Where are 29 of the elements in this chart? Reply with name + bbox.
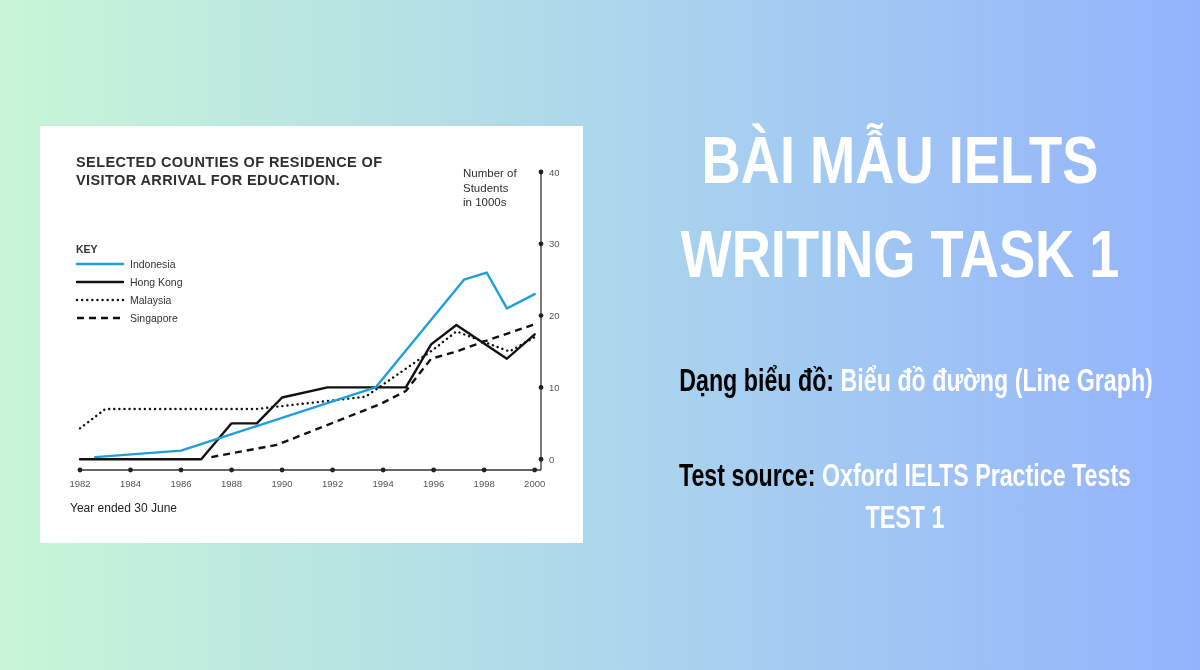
x-tick-label: 1982 [69, 478, 91, 489]
text: Biểu đồ đường (Line Graph) [834, 362, 1153, 398]
x-tick-label: 1986 [170, 478, 192, 489]
x-axis-title: Year ended 30 June [70, 501, 178, 515]
x-tick-label: 1998 [473, 478, 495, 489]
legend-title: KEY [76, 243, 98, 255]
x-tick-label: 1992 [322, 478, 344, 489]
x-tick-label: 1994 [372, 478, 394, 489]
y-tick-label: 40 [549, 166, 560, 178]
legend-label: Hong Kong [130, 275, 183, 288]
x-tick-label: 1984 [119, 478, 142, 489]
legend-label: Indonesia [130, 257, 176, 270]
y-tick-label: 10 [549, 381, 560, 393]
x-tick-label: 1996 [423, 478, 445, 489]
legend-label: Malaysia [130, 293, 172, 306]
y-tick-label: 20 [549, 310, 560, 322]
x-tick-label: 1990 [271, 478, 293, 489]
legend-label: Singapore [130, 311, 179, 324]
line-series [93, 271, 536, 459]
x-tick-label: 1988 [220, 478, 243, 489]
chart-title: SELECTED COUNTIES OF RESIDENCE OF VISITOR ARRIVAL FOR EDUCATION. [76, 154, 383, 188]
y-tick-label: 30 [549, 238, 560, 250]
y-axis-title: Number of Students in 1000s [463, 167, 518, 208]
text: Dạng biểu đồ: [679, 362, 835, 398]
x-tick-label: 2000 [524, 478, 546, 489]
text: Test source: [678, 457, 816, 493]
y-tick-label: 0 [549, 453, 555, 465]
text: Oxford IELTS Practice Tests TEST 1 [821, 457, 1132, 535]
text: BÀI MẪU IELTS WRITING TASK 1 [680, 122, 1120, 292]
